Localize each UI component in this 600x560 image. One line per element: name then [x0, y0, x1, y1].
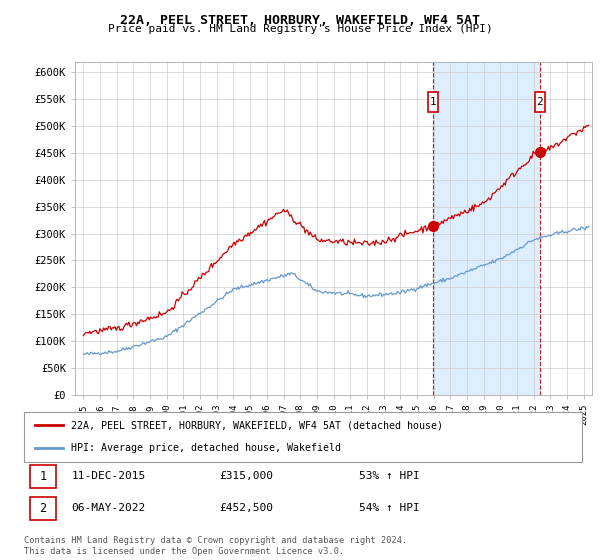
Text: £452,500: £452,500 [220, 503, 273, 514]
Text: 2: 2 [40, 502, 47, 515]
Text: Price paid vs. HM Land Registry's House Price Index (HPI): Price paid vs. HM Land Registry's House … [107, 24, 493, 34]
Text: 2: 2 [536, 97, 543, 107]
Text: 22A, PEEL STREET, HORBURY, WAKEFIELD, WF4 5AT: 22A, PEEL STREET, HORBURY, WAKEFIELD, WF… [120, 14, 480, 27]
Text: 54% ↑ HPI: 54% ↑ HPI [359, 503, 419, 514]
Text: 22A, PEEL STREET, HORBURY, WAKEFIELD, WF4 5AT (detached house): 22A, PEEL STREET, HORBURY, WAKEFIELD, WF… [71, 420, 443, 430]
Text: £315,000: £315,000 [220, 472, 273, 482]
FancyBboxPatch shape [535, 92, 545, 111]
FancyBboxPatch shape [29, 497, 56, 520]
Text: Contains HM Land Registry data © Crown copyright and database right 2024.
This d: Contains HM Land Registry data © Crown c… [24, 536, 407, 556]
Bar [433, 62, 539, 395]
Text: 1: 1 [40, 470, 47, 483]
FancyBboxPatch shape [29, 465, 56, 488]
Text: 1: 1 [430, 97, 436, 107]
Text: 53% ↑ HPI: 53% ↑ HPI [359, 472, 419, 482]
Text: 06-MAY-2022: 06-MAY-2022 [71, 503, 146, 514]
Text: HPI: Average price, detached house, Wakefield: HPI: Average price, detached house, Wake… [71, 444, 341, 454]
FancyBboxPatch shape [428, 92, 438, 111]
FancyBboxPatch shape [24, 412, 582, 462]
Text: 11-DEC-2015: 11-DEC-2015 [71, 472, 146, 482]
